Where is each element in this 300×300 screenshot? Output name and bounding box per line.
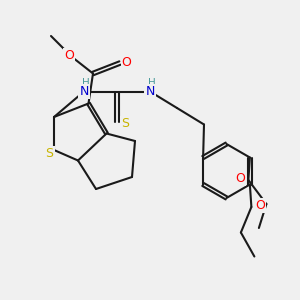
Text: O: O (64, 49, 74, 62)
Text: O: O (255, 199, 265, 212)
Text: S: S (46, 147, 53, 160)
Text: O: O (122, 56, 131, 69)
Text: O: O (235, 172, 245, 185)
Text: H: H (148, 77, 155, 88)
Text: N: N (79, 85, 89, 98)
Text: H: H (82, 77, 89, 88)
Text: S: S (122, 117, 129, 130)
Text: N: N (145, 85, 155, 98)
